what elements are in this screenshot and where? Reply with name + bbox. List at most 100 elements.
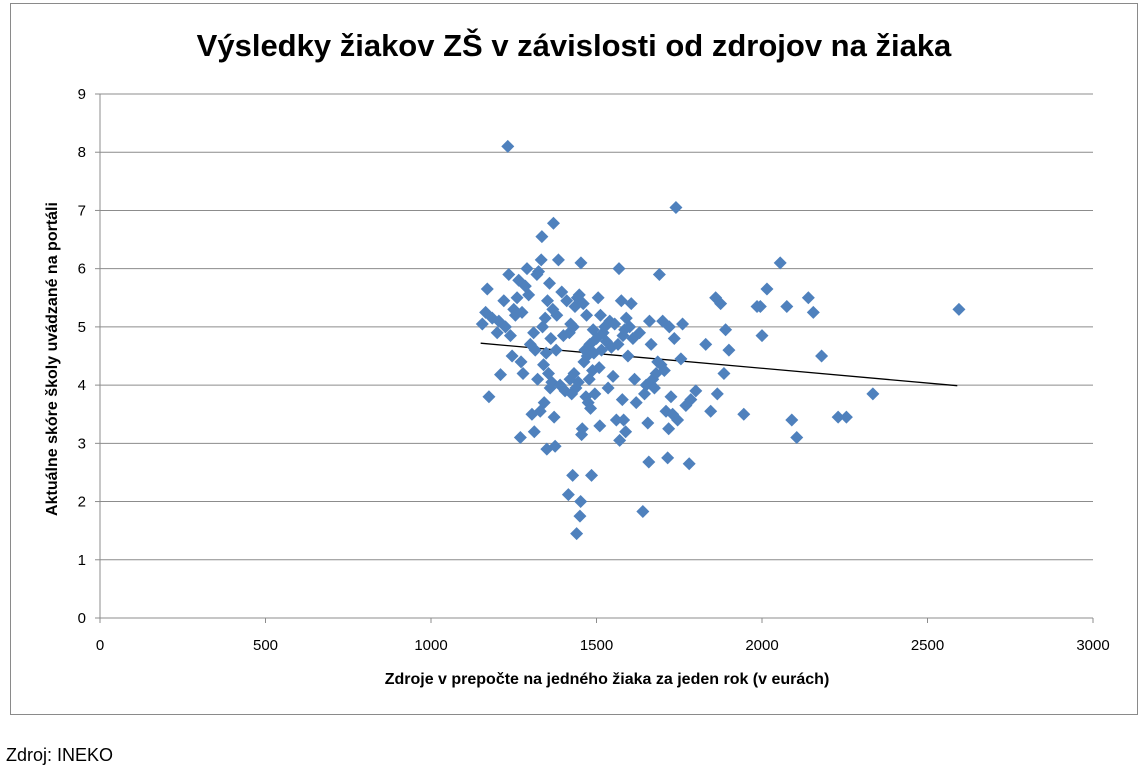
y-tick-label: 1 [78,552,86,569]
data-point [570,527,584,541]
data-point [580,308,594,322]
data-point [722,343,736,357]
data-points [475,139,966,541]
x-tick-label: 2500 [911,637,944,654]
data-point [505,349,519,363]
data-point [682,457,696,471]
data-point [773,256,787,270]
data-point [501,139,515,153]
data-point [641,416,655,430]
data-point [839,410,853,424]
data-point [538,311,552,325]
data-point [657,364,671,378]
data-point [508,308,522,322]
y-tick-label: 7 [78,202,86,219]
data-point [560,294,574,308]
data-point [644,337,658,351]
data-point [755,329,769,343]
data-point [548,439,562,453]
data-point [549,343,563,357]
data-point [593,419,607,433]
data-point [498,320,512,334]
data-point [542,276,556,290]
data-point [714,297,728,311]
data-point [541,294,555,308]
data-point [571,375,585,389]
data-point [573,509,587,523]
data-point [527,425,541,439]
data-point [952,302,966,316]
data-point [671,413,685,427]
data-point [537,396,551,410]
data-point [674,352,688,366]
data-point [601,381,615,395]
data-point [661,451,675,465]
data-point [667,332,681,346]
data-point [531,372,545,386]
data-point [699,337,713,351]
x-tick-label: 3000 [1076,637,1109,654]
data-point [669,201,683,215]
x-tick-label: 1500 [580,637,613,654]
data-point [684,393,698,407]
data-point [546,216,560,230]
x-tick-label: 0 [96,637,104,654]
data-point [551,253,565,267]
data-point [494,368,508,382]
data-point [534,253,548,267]
data-point [516,366,530,380]
y-tick-label: 3 [78,435,86,452]
data-point [662,422,676,436]
data-point [510,291,524,305]
data-point [664,390,678,404]
chart-title: Výsledky žiakov ZŠ v závislosti od zdroj… [197,27,952,63]
data-point [512,273,526,287]
data-point [566,468,580,482]
data-point [503,329,517,343]
data-point [624,297,638,311]
data-point [592,361,606,375]
x-axis-title: Zdroje v prepočte na jedného žiaka za je… [385,671,830,688]
data-point [575,422,589,436]
data-point [642,455,656,469]
data-point [539,346,553,360]
data-point [522,288,536,302]
data-point [629,396,643,410]
data-point [588,387,602,401]
data-point [621,349,635,363]
data-point [555,285,569,299]
data-point [502,267,516,281]
data-point [623,320,637,334]
data-point [689,384,703,398]
data-point [753,300,767,314]
data-point [567,366,581,380]
data-point [566,320,580,334]
data-point [760,282,774,296]
data-point [717,366,731,380]
y-tick-label: 0 [78,610,86,627]
axes [95,93,1094,623]
data-point [547,410,561,424]
data-point [617,413,631,427]
y-tick-label: 4 [78,377,86,394]
data-point [628,372,642,386]
data-point [520,262,534,276]
data-point [785,413,799,427]
data-point [647,381,661,395]
data-point [606,369,620,383]
data-point [576,297,590,311]
data-point [535,230,549,244]
data-point [615,393,629,407]
data-point [612,262,626,276]
data-point [585,468,599,482]
data-point [593,308,607,322]
data-point [676,317,690,331]
data-point [515,305,529,319]
data-point [780,300,794,314]
data-point [482,390,496,404]
data-point [815,349,829,363]
data-point [537,358,551,372]
chart-area: Výsledky žiakov ZŠ v závislosti od zdroj… [10,3,1138,715]
data-point [574,495,588,509]
y-tick-label: 5 [78,319,86,336]
